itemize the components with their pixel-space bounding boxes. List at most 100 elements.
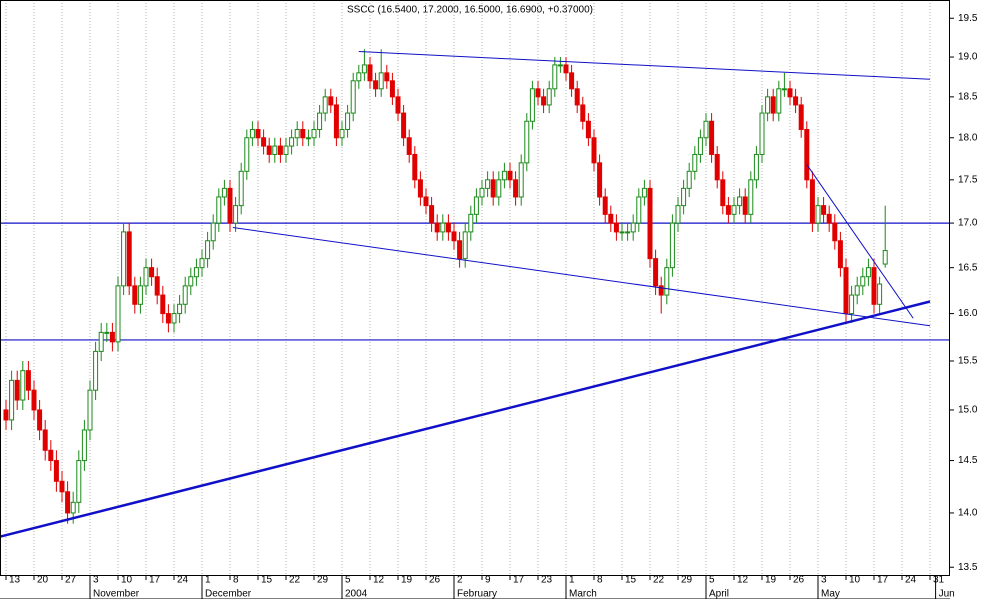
candle-body: [42, 429, 48, 451]
x-tick-label: 17: [149, 575, 161, 586]
x-tick-label: 15: [625, 575, 637, 586]
candle-body: [809, 179, 815, 224]
candle-body: [255, 128, 261, 139]
month-label: February: [457, 589, 497, 599]
candle-body: [65, 491, 71, 514]
candle-body: [837, 240, 843, 269]
candle-body: [513, 179, 519, 198]
candle-body: [518, 162, 524, 198]
candle-body: [109, 331, 115, 343]
candle-body: [261, 137, 267, 147]
month-label: Jun: [939, 589, 955, 599]
candle-body: [305, 137, 311, 140]
x-tick-label: 1: [205, 575, 211, 586]
x-tick-label: 10: [121, 575, 133, 586]
candle-body: [339, 128, 345, 139]
month-label: November: [93, 589, 140, 599]
candle-body: [714, 153, 720, 181]
candle-body: [311, 128, 317, 139]
candle-body: [233, 205, 239, 224]
x-tick-label: 8: [233, 575, 239, 586]
candle-body: [378, 72, 384, 90]
candle-body: [445, 222, 451, 233]
candle-body: [81, 429, 87, 462]
candle-body: [20, 370, 26, 401]
candle-body: [597, 162, 603, 198]
candle-body: [804, 128, 810, 181]
y-tick-label: 18.0: [958, 132, 978, 143]
candle-body: [300, 128, 306, 139]
candle-body: [272, 145, 278, 155]
candle-body: [664, 267, 670, 296]
candle-body: [87, 389, 93, 431]
x-tick-label: 22: [653, 575, 665, 586]
candle-body: [798, 104, 804, 130]
x-tick-label: 19: [401, 575, 413, 586]
candle-body: [429, 205, 435, 224]
candle-body: [720, 179, 726, 207]
candle-body: [171, 313, 177, 324]
candle-body: [557, 64, 563, 67]
candle-body: [770, 96, 776, 114]
x-tick-label: 29: [681, 575, 693, 586]
candle-body: [350, 80, 356, 114]
x-tick-label: 17: [513, 575, 525, 586]
candle-body: [165, 313, 171, 324]
x-tick-label: 12: [373, 575, 385, 586]
candle-body: [149, 267, 155, 278]
candle-body: [574, 88, 580, 106]
candle-body: [753, 153, 759, 181]
candle-body: [602, 196, 608, 215]
candle-body: [322, 96, 328, 114]
candle-body: [653, 258, 659, 287]
candle-body: [289, 137, 295, 147]
candle-body: [143, 267, 149, 287]
candle-body: [781, 88, 787, 91]
month-label: May: [821, 589, 840, 599]
candle-body: [3, 409, 9, 421]
candle-body: [423, 196, 429, 207]
candle-body: [76, 460, 82, 503]
candle-body: [787, 88, 793, 98]
candle-body: [451, 231, 457, 242]
candle-body: [401, 112, 407, 139]
y-tick-label: 13.5: [958, 562, 978, 573]
candle-body: [737, 196, 743, 207]
candle-body: [485, 179, 491, 189]
candle-body: [244, 137, 250, 172]
x-tick-label: 12: [737, 575, 749, 586]
candle-body: [98, 331, 104, 352]
candle-body: [249, 128, 255, 139]
candle-body: [389, 80, 395, 98]
chart-title: SSCC (16.5400, 17.2000, 16.5000, 16.6900…: [347, 5, 593, 16]
candle-body: [613, 222, 619, 233]
candle-body: [569, 72, 575, 90]
x-tick-label: 23: [541, 575, 553, 586]
candle-body: [221, 187, 227, 198]
candle-body: [356, 72, 362, 82]
candle-body: [731, 205, 737, 215]
candle-body: [552, 64, 558, 90]
candle-body: [93, 350, 99, 391]
candle-body: [121, 231, 127, 287]
candle-body: [815, 205, 821, 224]
candle-body: [457, 240, 463, 260]
candle-body: [619, 231, 625, 234]
x-tick-label: 22: [289, 575, 301, 586]
candle-body: [406, 137, 412, 155]
candle-body: [177, 303, 183, 315]
candle-body: [709, 120, 715, 155]
candle-body: [641, 187, 647, 198]
candle-body: [361, 64, 367, 74]
x-tick-label: 19: [765, 575, 777, 586]
candle-body: [395, 96, 401, 114]
candle-body: [479, 187, 485, 198]
candle-body: [417, 179, 423, 198]
trendline: [232, 226, 931, 327]
candle-body: [210, 222, 216, 242]
x-tick-label: 29: [317, 575, 329, 586]
x-tick-label: 24: [905, 575, 917, 586]
candle-body: [669, 222, 675, 269]
candle-body: [70, 501, 76, 514]
